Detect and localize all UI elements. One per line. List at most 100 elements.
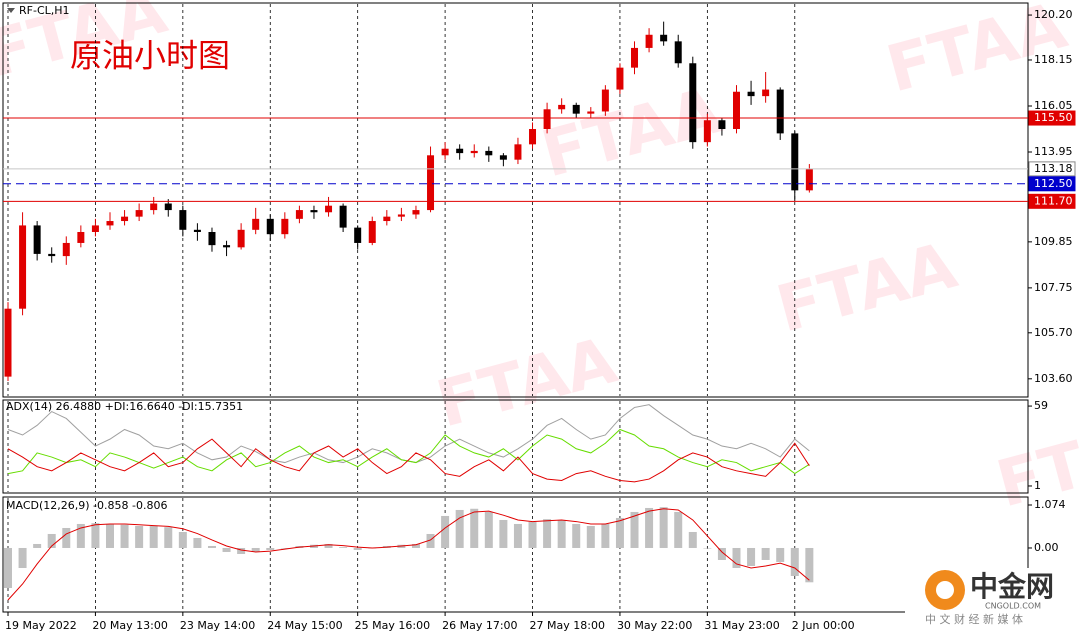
histogram-bar bbox=[732, 547, 741, 568]
candle-body bbox=[529, 129, 537, 145]
x-tick-label: 30 May 22:00 bbox=[617, 619, 692, 632]
histogram-bar bbox=[703, 547, 712, 549]
price-label-box bbox=[1028, 176, 1076, 192]
candle-body bbox=[456, 148, 464, 154]
candle-body bbox=[645, 34, 653, 48]
plot: 19 May 2022 20 May 13:00 23 May 14:00 24 Ma… bbox=[3, 4, 1076, 632]
x-tick-label: 24 May 15:00 bbox=[267, 619, 342, 632]
price-label: 113.18 bbox=[1034, 162, 1073, 175]
histogram-bar bbox=[659, 507, 668, 548]
histogram-bar bbox=[207, 545, 216, 548]
candle-body bbox=[354, 227, 362, 243]
symbol-title: RF-CL,H1 bbox=[19, 4, 70, 17]
histogram-bar bbox=[513, 523, 522, 548]
histogram-bar bbox=[222, 547, 231, 552]
logo-name: 中金网 bbox=[970, 570, 1054, 603]
candle-body bbox=[689, 63, 697, 143]
candle-body bbox=[674, 41, 682, 64]
histogram-bar bbox=[411, 543, 420, 548]
histogram-bar bbox=[601, 523, 610, 548]
histogram-bar bbox=[805, 547, 814, 583]
logo-slogan: 中 文 财 经 新 媒 体 bbox=[925, 612, 1023, 626]
candle-body bbox=[616, 67, 624, 90]
y-tick-label: 116.05 bbox=[1034, 99, 1073, 112]
histogram-bar bbox=[33, 543, 42, 548]
histogram-bar bbox=[747, 547, 756, 566]
histogram-bar bbox=[528, 521, 537, 548]
signal-line bbox=[7, 508, 810, 601]
candle-body bbox=[193, 229, 201, 232]
histogram-bar bbox=[251, 547, 260, 552]
candle-body bbox=[514, 144, 522, 160]
annotation: 原油小时图 bbox=[70, 37, 230, 75]
candle-body bbox=[427, 155, 435, 211]
candle-body bbox=[747, 91, 755, 97]
candle-body bbox=[776, 89, 784, 134]
histogram-bar bbox=[470, 508, 479, 548]
x-tick-label: 31 May 23:00 bbox=[704, 619, 779, 632]
candle-body bbox=[762, 89, 770, 97]
indicator-line bbox=[7, 438, 810, 483]
candle-body bbox=[543, 109, 551, 130]
histogram-bar bbox=[776, 547, 785, 562]
candle-body bbox=[587, 111, 595, 114]
price-label-box bbox=[1028, 161, 1076, 177]
histogram-bar bbox=[645, 507, 654, 548]
candle-body bbox=[485, 150, 493, 156]
candle-body bbox=[135, 210, 143, 217]
main-pane bbox=[2, 2, 1029, 398]
y-tick-label: 59 bbox=[1034, 399, 1048, 412]
candle-body bbox=[266, 218, 274, 235]
price-label-box bbox=[1028, 193, 1076, 209]
candle-body bbox=[252, 218, 260, 230]
y-tick-label: 113.95 bbox=[1034, 145, 1073, 158]
candle-body bbox=[121, 216, 129, 222]
logo: 中金网 CNGOLD.COM 中 文 财 经 新 媒 体 bbox=[905, 568, 1080, 638]
candle-body bbox=[441, 148, 449, 156]
candle-body bbox=[164, 203, 172, 211]
candle-body bbox=[339, 205, 347, 228]
histogram-bar bbox=[674, 511, 683, 548]
histogram-bar bbox=[717, 547, 726, 560]
y-tick-label: 1.074 bbox=[1034, 498, 1066, 511]
x-tick-label: 20 May 13:00 bbox=[92, 619, 167, 632]
candle-body bbox=[368, 221, 376, 243]
y-tick-label: 1 bbox=[1034, 479, 1041, 492]
histogram-bar bbox=[237, 547, 246, 554]
histogram-bar bbox=[543, 519, 552, 548]
candle-body bbox=[601, 89, 609, 112]
histogram-bar bbox=[178, 531, 187, 548]
candle-body bbox=[237, 229, 245, 248]
candle-body bbox=[179, 210, 187, 230]
y-tick-label: 120.20 bbox=[1034, 8, 1073, 21]
price-label-box bbox=[1028, 110, 1076, 126]
candle-body bbox=[631, 47, 639, 68]
adx-title: ADX(14) 26.4880 +DI:16.6640 -DI:15.7351 bbox=[6, 400, 243, 413]
histogram-bar bbox=[105, 523, 114, 548]
macd-title: MACD(12,26,9) -0.858 -0.806 bbox=[6, 499, 167, 512]
histogram-bar bbox=[76, 523, 85, 548]
candle-body bbox=[718, 120, 726, 130]
histogram-bar bbox=[499, 519, 508, 548]
candle-body bbox=[62, 242, 70, 257]
histogram-bar bbox=[266, 547, 275, 550]
indicator-line bbox=[7, 428, 810, 475]
candle-body bbox=[150, 203, 158, 211]
y-tick-label: 103.60 bbox=[1034, 372, 1073, 385]
histogram-bar bbox=[615, 517, 624, 548]
candle-body bbox=[412, 210, 420, 215]
histogram-bar bbox=[688, 531, 697, 548]
candle-body bbox=[48, 253, 56, 257]
histogram-bar bbox=[135, 525, 144, 548]
candle-body bbox=[91, 225, 99, 232]
macd-pane bbox=[2, 496, 1029, 613]
candle-body bbox=[310, 210, 318, 213]
y-tick-label: 107.75 bbox=[1034, 281, 1073, 294]
histogram-bar bbox=[572, 523, 581, 548]
y-tick-label: 109.85 bbox=[1034, 235, 1073, 248]
candle-body bbox=[733, 91, 740, 130]
price-label: 111.70 bbox=[1034, 194, 1073, 207]
candle-body bbox=[383, 216, 391, 222]
